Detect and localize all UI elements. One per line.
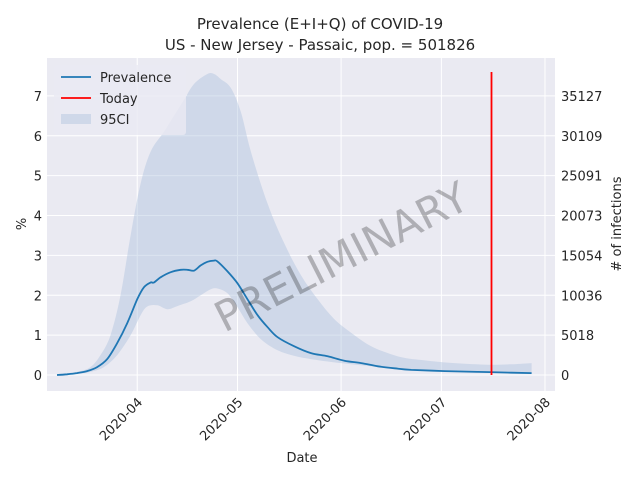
legend-ci-swatch	[61, 114, 91, 124]
y-right-tick-label: 0	[561, 369, 569, 384]
y-right-tick-label: 5018	[561, 329, 594, 344]
prevalence-line	[56, 259, 532, 376]
y-right-tick-label: 10036	[561, 289, 602, 304]
y-tick-label: 4	[34, 210, 42, 225]
legend: Prevalence Today 95CI	[54, 65, 186, 135]
x-tick-label: 2020-07	[401, 395, 450, 444]
y-right-tick-label: 15054	[561, 249, 602, 264]
y-tick-label: 5	[34, 170, 42, 185]
y-axis-label: %	[15, 218, 30, 230]
x-tick-label: 2020-05	[197, 395, 246, 444]
y-tick-labels: 0 1 2 3 4 5 6 7	[34, 90, 42, 384]
legend-ci-label: 95CI	[100, 113, 129, 128]
y-right-tick-label: 35127	[561, 90, 602, 105]
x-tick-labels: 2020-04 2020-05 2020-06 2020-07 2020-08	[97, 395, 554, 444]
x-tick-label: 2020-06	[301, 395, 350, 444]
legend-box	[54, 65, 186, 135]
y-right-tick-label: 25091	[561, 170, 602, 185]
x-axis-label: Date	[286, 451, 317, 466]
y-tick-label: 7	[34, 90, 42, 105]
grid-lines	[47, 58, 555, 391]
chart-title-line1: Prevalence (E+I+Q) of COVID-19	[197, 15, 443, 33]
y-tick-label: 2	[34, 289, 42, 304]
x-tick-label: 2020-04	[97, 395, 146, 444]
chart-title-line2: US - New Jersey - Passaic, pop. = 501826	[165, 36, 475, 54]
ci-band	[57, 73, 532, 375]
y-tick-label: 3	[34, 249, 42, 264]
legend-prevalence-label: Prevalence	[100, 71, 171, 86]
x-tick-label: 2020-08	[505, 395, 554, 444]
legend-today-label: Today	[99, 92, 138, 107]
y-right-tick-label: 30109	[561, 130, 602, 145]
y-tick-label: 1	[34, 329, 42, 344]
y-tick-label: 6	[34, 130, 42, 145]
y-right-tick-labels: 0 5018 10036 15054 20073 25091 30109 35127	[561, 90, 602, 384]
y-right-tick-label: 20073	[561, 210, 602, 225]
y-right-axis-label: # of infections	[610, 176, 625, 271]
y-tick-label: 0	[34, 369, 42, 384]
